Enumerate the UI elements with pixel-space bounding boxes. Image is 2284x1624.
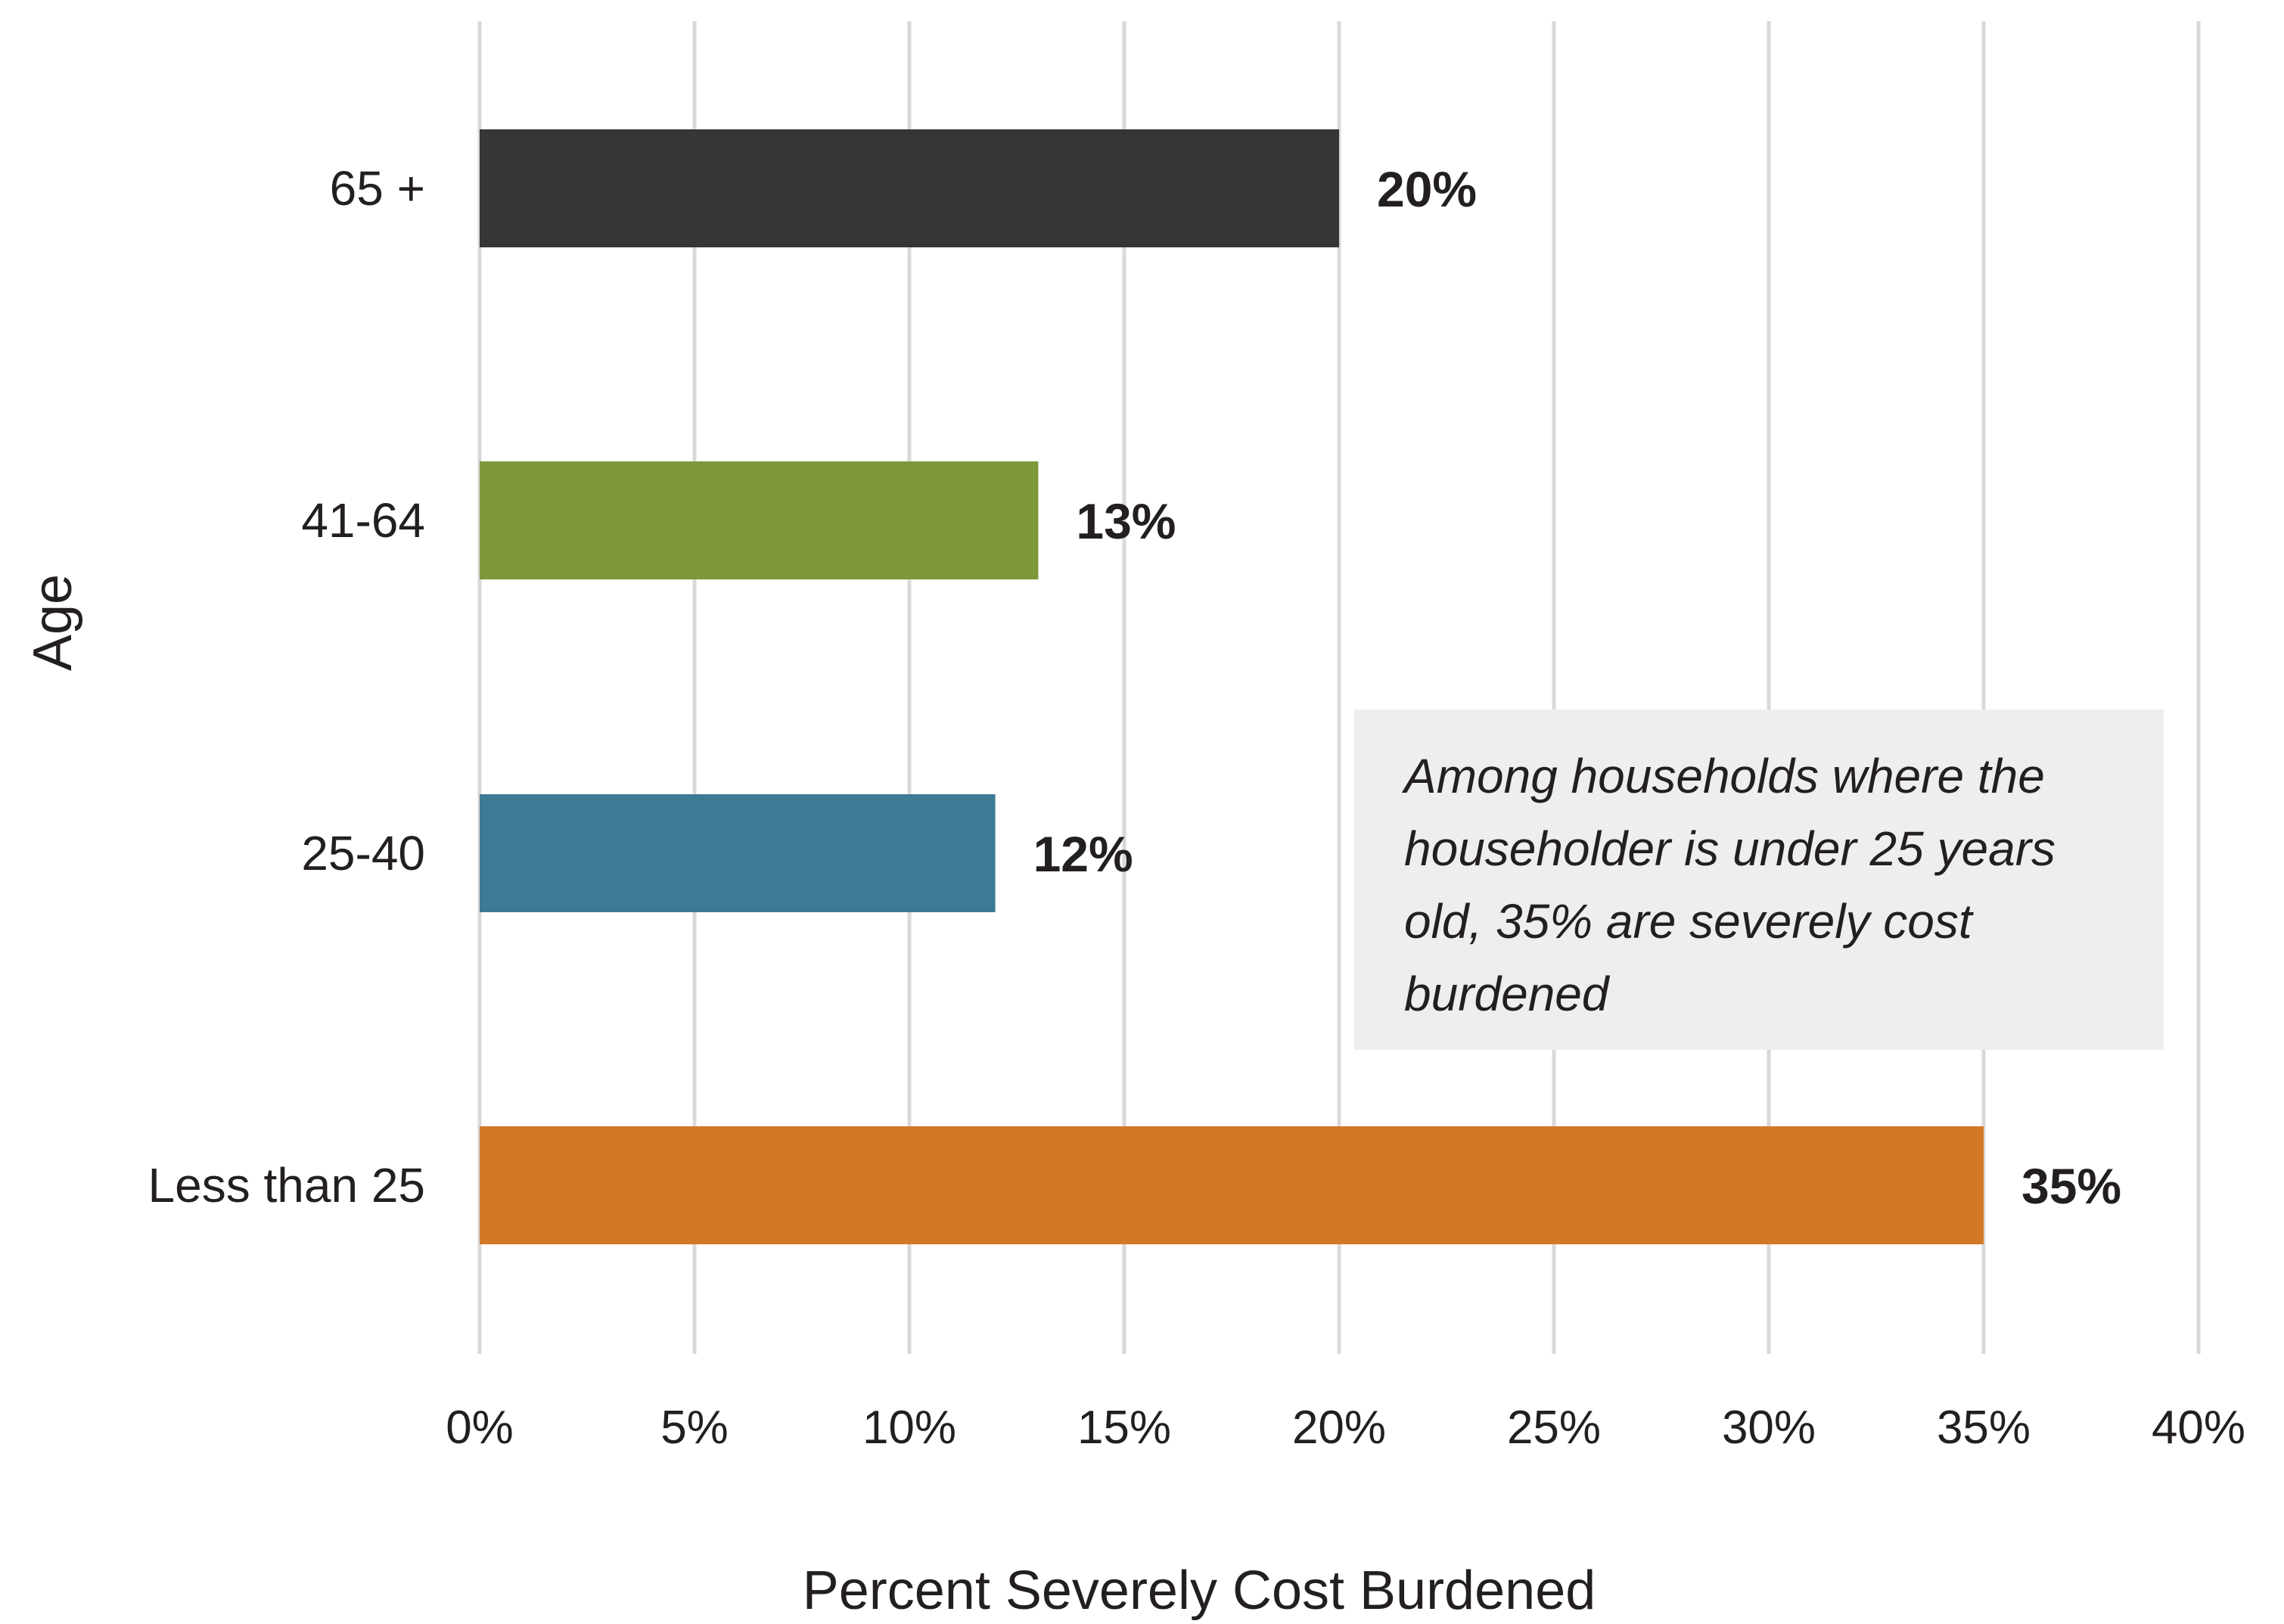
x-tick-label: 35% xyxy=(1937,1402,2031,1454)
category-label: 41-64 xyxy=(301,493,425,548)
annotation-text: Among households where the householder i… xyxy=(1404,749,2056,1021)
category-label: 25-40 xyxy=(301,826,425,880)
bar xyxy=(480,794,996,912)
category-label: 65 + xyxy=(330,161,425,216)
category-label: Less than 25 xyxy=(148,1158,426,1213)
x-axis-title: Percent Severely Cost Burdened xyxy=(803,1560,1596,1621)
x-tick-label: 20% xyxy=(1292,1402,1386,1454)
x-tick-label: 0% xyxy=(446,1402,514,1454)
bar xyxy=(480,1126,1984,1244)
y-axis-title: Age xyxy=(23,574,83,671)
annotation-box: Among households where the householder i… xyxy=(1354,710,2164,1050)
x-tick-label: 40% xyxy=(2152,1402,2245,1454)
category-labels: 65 + 41-64 25-40 Less than 25 xyxy=(148,161,426,1213)
x-tick-label: 25% xyxy=(1507,1402,1601,1454)
data-label: 20% xyxy=(1377,161,1477,217)
x-tick-label: 15% xyxy=(1077,1402,1171,1454)
x-tick-label: 30% xyxy=(1722,1402,1816,1454)
x-tick-label: 10% xyxy=(862,1402,956,1454)
x-tick-label: 5% xyxy=(660,1402,729,1454)
bars xyxy=(480,129,1984,1244)
data-label: 35% xyxy=(2021,1158,2121,1214)
bar xyxy=(480,129,1339,247)
data-label: 13% xyxy=(1076,493,1176,549)
data-label: 12% xyxy=(1033,826,1133,882)
x-tick-labels: 0% 5% 10% 15% 20% 25% 30% 35% 40% xyxy=(446,1402,2245,1454)
bar xyxy=(480,461,1039,579)
data-labels: 20% 13% 12% 35% xyxy=(1033,161,2122,1214)
